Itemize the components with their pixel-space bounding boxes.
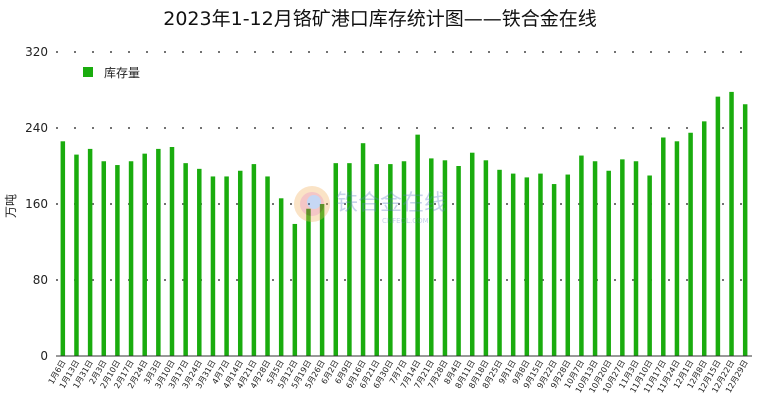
bar-2月24日 — [142, 153, 147, 356]
bar-6月9日 — [347, 163, 352, 356]
bar-11月17日 — [661, 137, 666, 356]
bar-12月1日 — [688, 132, 693, 356]
watermark-logo: 铁合金在线 CNFEOL.COM — [294, 186, 446, 225]
bar-10月20日 — [606, 170, 611, 356]
bar-6月16日 — [360, 143, 366, 356]
bar-3月10日 — [169, 147, 175, 356]
y-tick-label-320: 320 — [25, 45, 48, 59]
bar-3月17日 — [183, 163, 188, 356]
bar-11月10日 — [647, 175, 652, 356]
y-tick-labels: 0 80 160 240 320 — [25, 45, 48, 363]
bar-5月12日 — [292, 223, 298, 356]
bar-11月24日 — [674, 141, 680, 356]
bar-7月28日 — [442, 160, 448, 356]
bar-3月24日 — [197, 168, 202, 356]
bar-2月10日 — [115, 165, 120, 356]
bar-6月30日 — [388, 164, 393, 356]
bar-5月5日 — [278, 198, 284, 356]
bar-4月28日 — [265, 176, 270, 356]
watermark-en-text: CNFEOL.COM — [382, 217, 429, 225]
bar-9月1日 — [510, 173, 516, 356]
chart-title: 2023年1-12月铬矿港口库存统计图——铁合金在线 — [163, 8, 597, 30]
legend-label: 库存量 — [104, 65, 140, 80]
bar-7月14日 — [415, 134, 420, 356]
legend-swatch — [83, 67, 93, 77]
bars — [60, 91, 748, 357]
bar-6月2日 — [333, 163, 339, 356]
bar-9月22日 — [551, 184, 557, 356]
bar-10月13日 — [592, 161, 598, 356]
bar-8月4日 — [456, 166, 461, 356]
bar-7月21日 — [429, 158, 434, 356]
y-tick-label-80: 80 — [33, 273, 48, 287]
bar-8月18日 — [483, 160, 489, 356]
bar-6月21日 — [374, 164, 379, 356]
bar-2月17日 — [128, 161, 134, 356]
bar-1月31日 — [87, 148, 93, 356]
bar-3月31日 — [210, 176, 216, 356]
y-tick-label-0: 0 — [40, 349, 48, 363]
bar-1月13日 — [74, 154, 79, 356]
bar-5月19日 — [306, 208, 311, 356]
bar-10月27日 — [620, 159, 625, 356]
bar-4月7日 — [224, 176, 229, 356]
bar-3月3日 — [156, 148, 161, 356]
y-tick-label-160: 160 — [25, 197, 48, 211]
bar-1月6日 — [60, 141, 66, 356]
y-axis-label: 万吨 — [4, 194, 18, 218]
bar-7月7日 — [401, 161, 407, 356]
bar-4月14日 — [237, 170, 243, 356]
bar-4月21日 — [251, 164, 257, 356]
legend: 库存量 — [83, 65, 140, 80]
bar-11月3日 — [633, 161, 639, 356]
bar-12月22日 — [729, 91, 734, 357]
y-tick-label-240: 240 — [25, 121, 48, 135]
bar-8月25日 — [497, 169, 502, 356]
bar-10月7日 — [579, 155, 584, 356]
bar-5月26日 — [319, 204, 325, 356]
bar-12月8日 — [701, 121, 707, 356]
bar-2月3日 — [101, 161, 107, 356]
bar-9月8日 — [524, 177, 530, 356]
x-tick-labels: 1月6日1月13日1月31日2月3日2月10日2月17日2月24日3月3日3月1… — [47, 358, 750, 394]
bar-12月29日 — [742, 104, 748, 356]
bar-12月15日 — [715, 96, 721, 357]
bar-9月15日 — [538, 173, 543, 356]
watermark-globe-icon — [294, 186, 330, 222]
bar-9月28日 — [565, 174, 571, 356]
watermark-cn-text: 铁合金在线 — [336, 191, 446, 216]
bar-8月11日 — [469, 152, 475, 356]
